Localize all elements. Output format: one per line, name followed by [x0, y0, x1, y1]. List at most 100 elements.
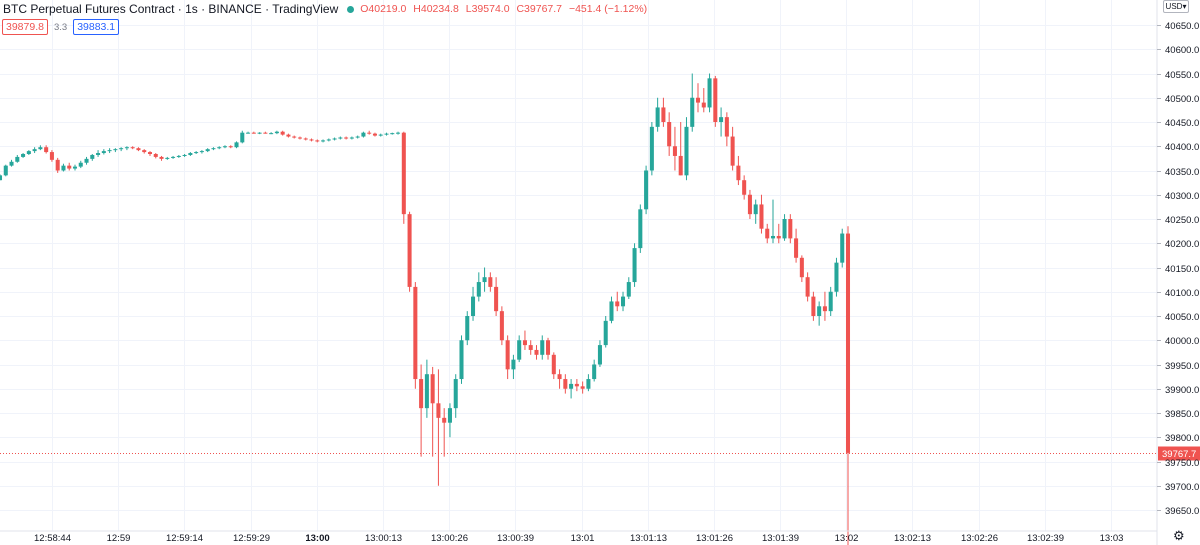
candle — [453, 374, 458, 418]
candle-body — [805, 277, 810, 297]
x-tick-label: 12:59:14 — [166, 533, 203, 544]
candle — [522, 330, 527, 350]
gear-icon[interactable]: ⚙ — [1173, 528, 1185, 543]
candle — [765, 223, 770, 244]
candle — [72, 164, 78, 171]
candle-body — [90, 154, 95, 159]
candle-body — [580, 386, 585, 389]
candle-body — [667, 122, 672, 147]
candle — [372, 132, 377, 137]
candle — [286, 133, 291, 138]
candle-body — [834, 262, 839, 292]
candle-body — [49, 152, 54, 160]
candle — [730, 126, 735, 171]
candle-body — [684, 126, 689, 176]
candle-body — [828, 291, 833, 312]
plot-area[interactable] — [0, 0, 1157, 531]
open-value: O40219.0 — [360, 3, 407, 15]
candle — [471, 286, 476, 321]
x-tick-label: 12:59:29 — [233, 533, 270, 544]
candle-body — [638, 209, 643, 249]
candle-body — [332, 138, 337, 140]
candle-body — [747, 194, 752, 215]
candle-body — [615, 301, 620, 307]
x-tick-label: 13:02:39 — [1027, 533, 1064, 544]
candle — [505, 335, 510, 380]
candle — [638, 204, 643, 253]
x-tick-label: 13:02:26 — [961, 533, 998, 544]
candle-body — [569, 383, 574, 389]
candle-body — [436, 403, 441, 418]
symbol-title[interactable]: BTC Perpetual Futures Contract · 1s · BI… — [3, 2, 339, 16]
candle — [690, 73, 695, 132]
candle — [465, 311, 470, 346]
y-tick-label: 40000.0 — [1165, 336, 1199, 347]
candle — [407, 211, 412, 292]
candle-body — [257, 132, 262, 134]
candle — [649, 122, 654, 176]
candle-body — [811, 296, 816, 316]
candle — [534, 345, 539, 360]
candle-body — [159, 156, 164, 159]
candle-body — [609, 301, 614, 321]
candle — [119, 147, 124, 152]
candle-body — [321, 140, 326, 142]
x-tick-label: 13:00:26 — [431, 533, 468, 544]
candle — [632, 243, 637, 287]
candle — [551, 352, 556, 380]
candle-body — [269, 133, 274, 135]
candle-body — [119, 148, 124, 150]
price-axis[interactable]: 39650.0 39700.0 39750.0 39800.0 39850.0 39900… — [1157, 21, 1199, 517]
candle — [488, 272, 493, 292]
candle-body — [419, 379, 424, 409]
candle — [476, 272, 481, 302]
candle-body — [390, 133, 395, 135]
candle — [67, 162, 72, 171]
candle — [361, 131, 366, 138]
last-price-line: 39767.7 — [0, 446, 1200, 461]
x-tick-label: 13:01:13 — [630, 533, 667, 544]
candle-body — [136, 148, 141, 151]
candle — [263, 131, 268, 134]
candle — [742, 175, 747, 200]
candles-layer — [0, 73, 851, 545]
candle-body — [736, 165, 741, 181]
candle-body — [326, 139, 331, 141]
y-tick-label: 40650.0 — [1165, 21, 1199, 32]
low-value: L39574.0 — [465, 3, 510, 15]
last-price-label-bg — [1158, 446, 1200, 461]
candle — [845, 226, 851, 545]
candle-body — [546, 340, 551, 355]
candle — [15, 154, 20, 163]
ask-button[interactable]: 39883.1 — [73, 19, 120, 35]
candle — [246, 131, 251, 134]
candle-body — [171, 156, 176, 158]
time-axis[interactable]: 12:58:44 12:59 12:59:14 12:59:29 13:00 13:00:… — [34, 533, 1123, 544]
candle-body — [165, 157, 170, 159]
bid-button[interactable]: 39879.8 — [2, 19, 48, 35]
candle-body — [603, 320, 608, 346]
candle — [840, 228, 845, 268]
candle-body — [38, 147, 43, 150]
candle — [176, 154, 181, 158]
candle-body — [44, 147, 49, 153]
chart-legend: BTC Perpetual Futures Contract · 1s · BI… — [0, 0, 651, 18]
candle-body — [349, 137, 354, 139]
candle — [597, 340, 602, 367]
candle — [101, 149, 106, 155]
candle-body — [280, 131, 285, 135]
candle — [269, 132, 274, 135]
candle-body — [621, 296, 626, 307]
candle-body — [101, 151, 106, 154]
candle — [707, 73, 712, 113]
candle-body — [367, 132, 372, 134]
candle — [753, 199, 758, 224]
candle — [511, 354, 516, 380]
candle-body — [522, 340, 527, 346]
currency-selector[interactable]: USD ▾ — [1163, 0, 1189, 13]
candle-body — [794, 238, 799, 258]
chevron-down-icon: ▾ — [1182, 2, 1187, 11]
candle — [84, 156, 89, 165]
candle-body — [15, 156, 20, 162]
